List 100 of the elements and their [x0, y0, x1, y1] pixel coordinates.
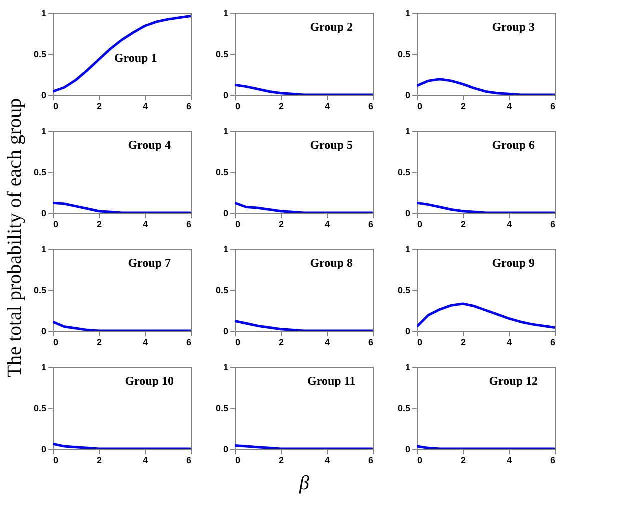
x-tick-label: 2 — [96, 456, 102, 466]
x-tick-label: 4 — [324, 456, 330, 466]
y-tick-label: 0 — [405, 444, 410, 454]
x-tick-label: 4 — [142, 338, 148, 348]
x-tick-label: 6 — [186, 102, 192, 112]
x-tick-label: 0 — [418, 338, 423, 348]
x-tick-label: 6 — [368, 456, 374, 466]
x-tick-label: 4 — [506, 338, 512, 348]
annotation: Group 1 — [114, 51, 158, 66]
x-tick-label: 2 — [460, 456, 466, 466]
y-tick-label: 1 — [223, 244, 228, 254]
y-tick-label: 0.5 — [34, 404, 46, 414]
x-tick-label: 6 — [368, 102, 374, 112]
y-tick-label: 0.5 — [398, 286, 410, 296]
x-tick-label: 0 — [54, 102, 59, 112]
x-tick-label: 4 — [506, 220, 512, 230]
x-tick-label: 2 — [460, 102, 466, 112]
x-tick-label: 0 — [54, 338, 59, 348]
annotation: Group 8 — [310, 256, 353, 270]
x-tick-label: 0 — [236, 220, 241, 230]
x-tick-label: 6 — [186, 456, 192, 466]
x-tick-label: 4 — [324, 338, 330, 348]
x-tick-label: 6 — [550, 220, 556, 230]
y-tick-label: 0.5 — [398, 50, 410, 60]
y-tick-label: 0.5 — [216, 168, 228, 178]
y-tick-label: 0 — [405, 90, 410, 100]
x-tick-label: 2 — [96, 338, 102, 348]
y-tick-label: 0.5 — [216, 286, 228, 296]
y-tick-label: 0.5 — [34, 50, 46, 60]
annotation: Group 10 — [125, 374, 174, 388]
x-tick-label: 0 — [418, 456, 423, 466]
annotation: Group 6 — [492, 138, 535, 152]
x-tick-label: 0 — [418, 102, 423, 112]
x-tick-label: 4 — [324, 102, 330, 112]
y-tick-label: 1 — [405, 8, 410, 18]
x-tick-label: 2 — [460, 220, 466, 230]
x-tick-label: 2 — [96, 220, 102, 230]
x-tick-label: 2 — [278, 102, 284, 112]
x-tick-label: 4 — [142, 456, 148, 466]
x-tick-label: 0 — [236, 102, 241, 112]
line-series — [235, 320, 373, 331]
annotation: Group 7 — [128, 256, 171, 270]
x-tick-label: 0 — [236, 456, 241, 466]
x-tick-label: 2 — [278, 338, 284, 348]
y-tick-label: 0.5 — [398, 404, 410, 414]
y-tick-label: 0 — [223, 90, 228, 100]
annotation: Group 2 — [310, 20, 353, 34]
y-tick-label: 0 — [41, 444, 46, 454]
x-tick-label: 2 — [96, 102, 102, 112]
x-tick-label: 6 — [368, 338, 374, 348]
y-tick-label: 0 — [223, 208, 228, 218]
x-tick-label: 6 — [550, 102, 556, 112]
y-tick-label: 0 — [223, 326, 228, 336]
y-tick-label: 0 — [223, 444, 228, 454]
y-tick-label: 0.5 — [34, 168, 46, 178]
annotation: Group 5 — [310, 138, 353, 152]
x-tick-label: 4 — [142, 220, 148, 230]
annotation: Group 4 — [128, 138, 171, 152]
x-tick-label: 6 — [186, 338, 192, 348]
line-series — [417, 302, 555, 329]
x-tick-label: 4 — [142, 102, 148, 112]
x-tick-label: 2 — [278, 220, 284, 230]
y-tick-label: 0.5 — [216, 404, 228, 414]
y-tick-label: 0 — [41, 326, 46, 336]
x-tick-label: 4 — [506, 456, 512, 466]
y-tick-label: 1 — [223, 126, 228, 136]
x-tick-label: 4 — [506, 102, 512, 112]
annotation: Group 3 — [492, 20, 535, 34]
x-tick-label: 4 — [324, 220, 330, 230]
x-tick-label: 0 — [418, 220, 423, 230]
line-series — [417, 78, 555, 95]
x-tick-label: 6 — [550, 456, 556, 466]
line-series — [235, 202, 373, 213]
y-tick-label: 1 — [223, 8, 228, 18]
x-tick-label: 6 — [368, 220, 374, 230]
annotation: Group 11 — [308, 374, 356, 388]
y-tick-label: 0.5 — [216, 50, 228, 60]
y-tick-label: 0.5 — [398, 168, 410, 178]
y-tick-label: 1 — [223, 362, 228, 372]
x-tick-label: 2 — [460, 338, 466, 348]
x-tick-label: 2 — [278, 456, 284, 466]
y-tick-label: 0 — [41, 208, 46, 218]
y-tick-label: 1 — [41, 244, 46, 254]
line-series — [417, 202, 555, 213]
x-tick-label: 0 — [236, 338, 241, 348]
y-tick-label: 1 — [405, 244, 410, 254]
annotation: Group 12 — [489, 374, 538, 388]
y-tick-label: 1 — [41, 8, 46, 18]
annotation: Group 9 — [492, 256, 535, 270]
x-tick-label: 0 — [54, 220, 59, 230]
y-tick-label: 1 — [41, 126, 46, 136]
x-tick-label: 6 — [550, 338, 556, 348]
x-tick-label: 6 — [186, 220, 192, 230]
y-tick-label: 0 — [41, 90, 46, 100]
y-tick-label: 1 — [405, 126, 410, 136]
line-series — [53, 202, 191, 213]
line-series — [235, 84, 373, 95]
y-tick-label: 0 — [405, 326, 410, 336]
x-tick-label: 0 — [54, 456, 59, 466]
y-tick-label: 1 — [41, 362, 46, 372]
